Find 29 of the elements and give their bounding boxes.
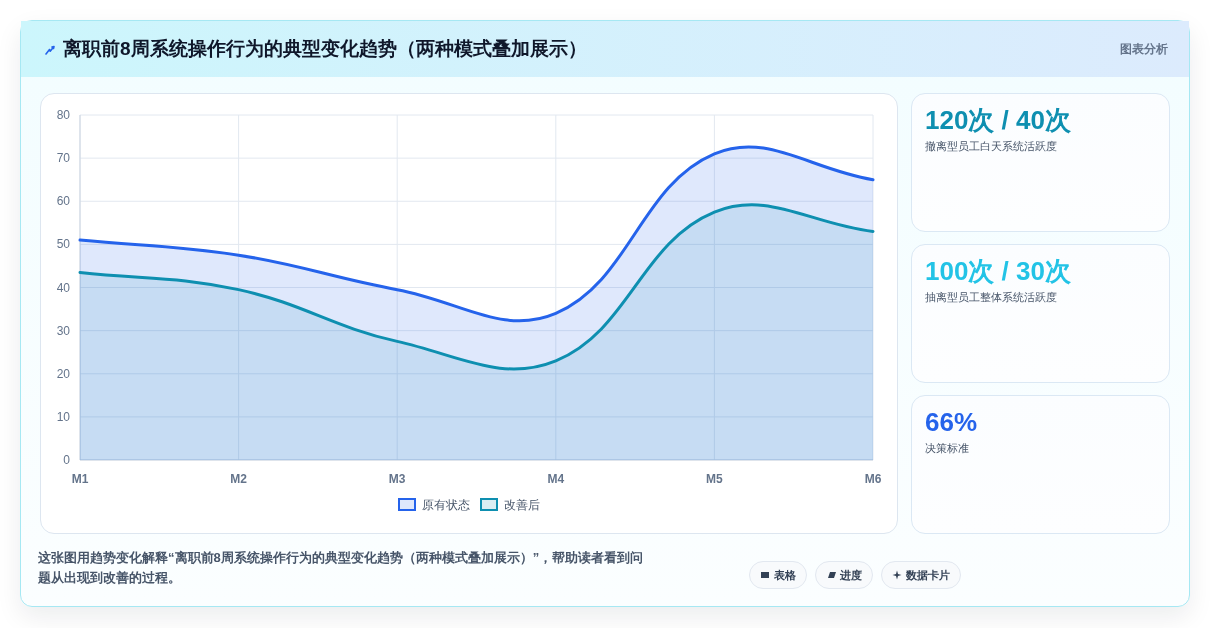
annotation: 这张图用趋势变化解释“离职前8周系统操作行为的典型变化趋势（两种模式叠加展示）”，帮助读者看到问题从出现到改善的过程。 [38,549,645,587]
title: 离职前8周系统操作行为的典型变化趋势（两种模式叠加展示） [63,37,587,61]
card-label: 抽离型员工整体系统活跃度 [925,290,1057,304]
legend-label: 改善后 [504,498,540,512]
y-tick-label: 70 [56,151,71,166]
y-tick-label: 30 [56,323,71,338]
y-tick-label: 20 [56,366,71,381]
y-tick-label: 80 [56,108,71,122]
y-tick-label: 60 [56,194,71,209]
x-tick-label: M6 [864,472,882,486]
annotation: 图表分析 [1120,41,1168,57]
x-tick-label: M5 [706,472,724,486]
y-tick-label: 10 [56,409,71,424]
legend-label: 原有状态 [422,498,470,512]
x-tick-label: M1 [71,472,89,486]
x-tick-label: M3 [388,472,406,486]
card-label: 决策标准 [925,441,969,455]
card-value: 100次 / 30次 [925,255,1071,287]
card-label: 撤离型员工白天系统活跃度 [925,139,1057,153]
y-tick-label: 0 [63,453,71,467]
x-tick-label: M4 [547,472,565,486]
y-tick-label: 50 [56,237,71,252]
x-tick-label: M2 [230,472,248,486]
y-tick-label: 40 [56,280,71,295]
chip: 进度 [815,561,873,589]
chip: 表格 [749,561,807,589]
card-value: 66% [925,406,978,438]
card-value: 120次 / 40次 [925,104,1071,136]
chip: 数据卡片 [881,561,961,589]
